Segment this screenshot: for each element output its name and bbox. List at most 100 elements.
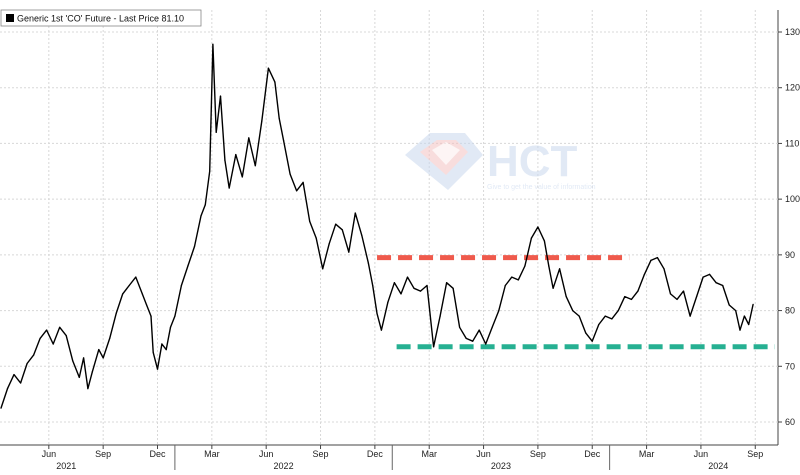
- data-point: [504, 284, 506, 287]
- data-point: [617, 310, 619, 312]
- series-line: [0, 43, 754, 409]
- data-point: [419, 290, 422, 292]
- data-point: [743, 315, 746, 317]
- data-point: [511, 276, 513, 278]
- legend: Generic 1st 'CO' Future - Last Price 81.…: [0, 9, 202, 27]
- y-axis-ticks: 60 70 80 90 100 110 120 130: [778, 27, 800, 427]
- y-tick-label: 100: [785, 194, 800, 204]
- data-point: [459, 326, 461, 328]
- data-point: [676, 298, 678, 300]
- legend-box: [0, 9, 202, 27]
- data-point: [204, 204, 206, 206]
- data-point: [354, 212, 356, 214]
- data-point: [376, 312, 378, 314]
- watermark: HCT Give to get the value of information: [405, 133, 596, 191]
- data-point: [572, 310, 574, 312]
- x-year-label: 2024: [708, 461, 728, 471]
- series: [0, 43, 754, 409]
- data-point: [156, 368, 159, 370]
- data-point: [341, 229, 343, 231]
- data-point: [33, 354, 35, 356]
- x-tick-label: Sep: [530, 449, 546, 459]
- gridlines: [0, 10, 778, 445]
- x-tick-label: Sep: [747, 449, 763, 459]
- data-point: [465, 337, 467, 339]
- data-point: [643, 273, 646, 275]
- data-point: [174, 315, 176, 317]
- data-point: [735, 310, 737, 312]
- data-point: [598, 323, 600, 326]
- data-point: [348, 251, 350, 253]
- x-tick-label: Dec: [149, 449, 166, 459]
- data-point: [537, 226, 539, 228]
- data-point: [656, 257, 659, 259]
- data-point: [209, 170, 211, 172]
- x-tick-label: Jun: [476, 449, 491, 459]
- data-point: [452, 287, 454, 289]
- data-point: [219, 95, 222, 97]
- data-point: [543, 240, 546, 242]
- data-point: [278, 117, 280, 119]
- x-tick-label: Mar: [204, 449, 220, 459]
- y-tick-label: 80: [785, 306, 795, 316]
- x-tick-label: Mar: [639, 449, 655, 459]
- data-point: [146, 304, 148, 306]
- data-point: [169, 326, 172, 328]
- data-point: [517, 279, 519, 281]
- data-point: [669, 293, 672, 295]
- data-point: [491, 326, 493, 328]
- data-point: [87, 388, 89, 390]
- annotations: [377, 255, 775, 350]
- data-point: [165, 349, 167, 351]
- data-point: [46, 329, 48, 331]
- data-point: [261, 120, 263, 122]
- data-point: [200, 215, 202, 217]
- data-point: [559, 268, 561, 270]
- data-point: [696, 296, 698, 298]
- x-tick-label: Dec: [367, 449, 384, 459]
- data-point: [578, 315, 580, 317]
- hct-logo-icon: [405, 133, 483, 190]
- data-point: [548, 265, 550, 267]
- data-point: [552, 287, 554, 289]
- data-point: [289, 173, 291, 175]
- data-point: [624, 296, 626, 298]
- x-year-label: 2021: [56, 461, 76, 471]
- data-point: [254, 165, 256, 167]
- data-point: [322, 268, 324, 270]
- data-point: [393, 282, 395, 284]
- watermark-brand: HCT: [487, 137, 578, 186]
- data-point: [478, 329, 480, 331]
- data-point: [604, 315, 606, 317]
- data-point: [115, 312, 117, 314]
- data-point: [283, 140, 285, 142]
- data-point: [367, 262, 369, 264]
- data-point: [59, 326, 61, 328]
- data-point: [387, 301, 389, 303]
- data-point: [135, 276, 137, 278]
- data-point: [98, 349, 100, 351]
- data-point: [650, 259, 652, 261]
- data-point: [433, 346, 435, 348]
- data-point: [446, 282, 448, 284]
- x-tick-label: Jun: [259, 449, 274, 459]
- data-point: [748, 323, 750, 326]
- data-point: [302, 181, 304, 183]
- y-tick-label: 130: [785, 27, 800, 37]
- data-point: [224, 159, 226, 161]
- watermark-tagline: Give to get the value of information: [487, 184, 596, 191]
- data-point: [228, 187, 230, 189]
- data-point: [141, 293, 143, 295]
- data-point: [65, 335, 67, 337]
- data-point: [39, 337, 41, 339]
- data-point: [13, 374, 15, 376]
- data-point: [128, 284, 130, 287]
- y-tick-label: 90: [785, 250, 795, 260]
- data-point: [109, 337, 111, 339]
- data-point: [193, 245, 196, 248]
- data-point: [215, 131, 217, 133]
- data-point: [689, 315, 691, 317]
- data-point: [530, 237, 533, 239]
- data-point: [630, 298, 633, 300]
- data-point: [26, 362, 28, 365]
